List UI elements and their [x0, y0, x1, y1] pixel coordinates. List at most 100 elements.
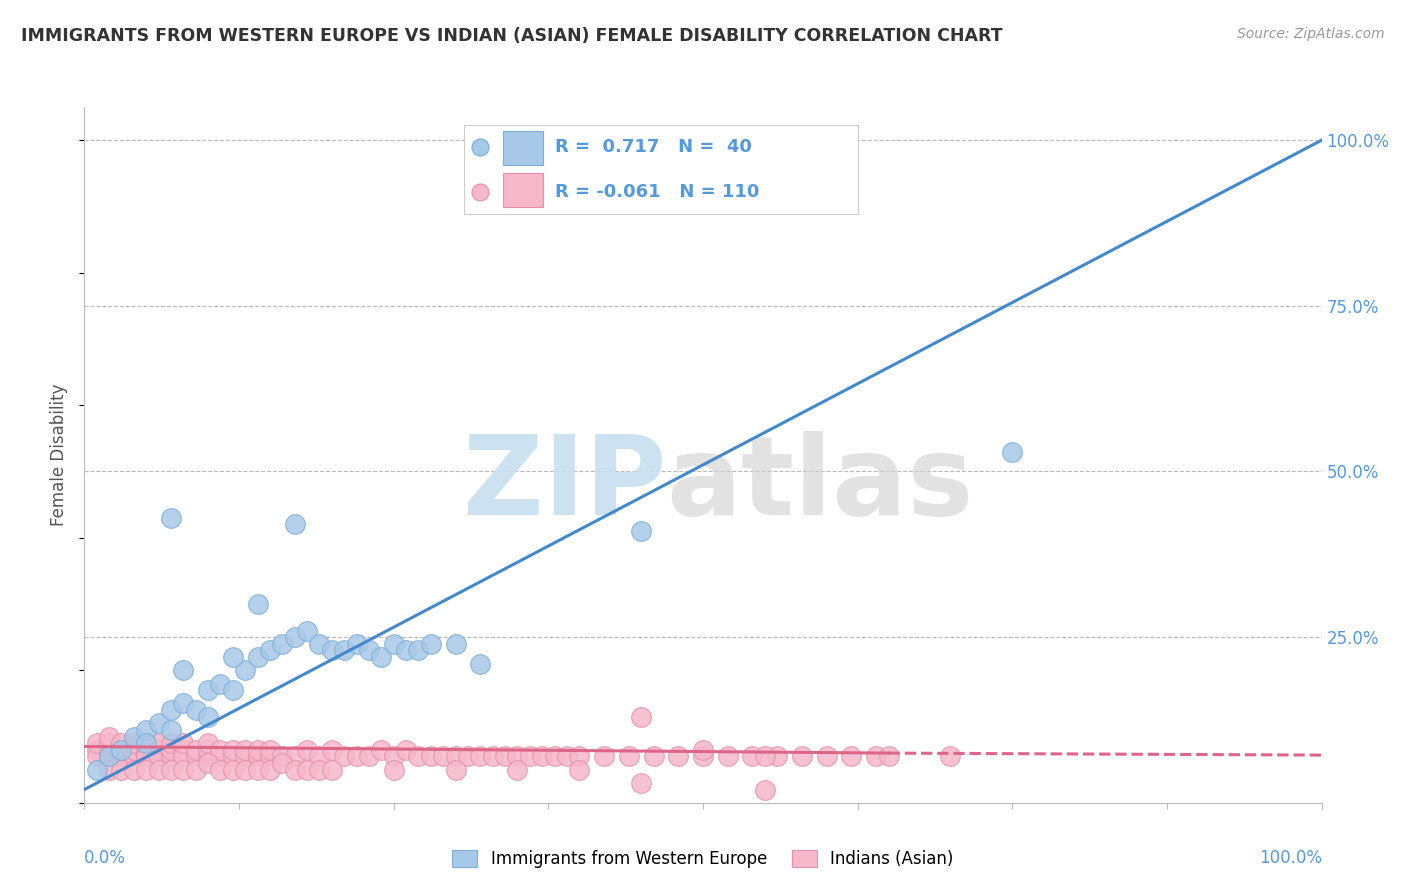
Point	[110, 743, 132, 757]
Point	[98, 763, 121, 777]
Point	[284, 749, 307, 764]
Point	[222, 743, 245, 757]
Point	[184, 703, 207, 717]
Point	[110, 743, 132, 757]
Point	[197, 756, 219, 770]
Point	[110, 736, 132, 750]
Point	[98, 730, 121, 744]
Point	[754, 782, 776, 797]
Point	[295, 743, 318, 757]
Point	[98, 749, 121, 764]
Point	[271, 749, 294, 764]
Point	[692, 743, 714, 757]
Point	[617, 749, 640, 764]
Point	[110, 749, 132, 764]
Point	[172, 743, 194, 757]
Point	[717, 749, 740, 764]
Point	[841, 749, 863, 764]
Point	[630, 524, 652, 538]
Text: R =  0.717   N =  40: R = 0.717 N = 40	[554, 138, 751, 156]
Point	[568, 749, 591, 764]
Point	[382, 763, 405, 777]
Point	[148, 736, 170, 750]
Point	[333, 749, 356, 764]
Point	[284, 763, 307, 777]
Point	[259, 763, 281, 777]
Point	[197, 709, 219, 723]
Point	[568, 763, 591, 777]
Point	[160, 723, 183, 737]
Point	[209, 676, 232, 690]
Point	[209, 749, 232, 764]
Point	[593, 749, 616, 764]
Point	[197, 749, 219, 764]
Point	[197, 736, 219, 750]
Point	[865, 749, 887, 764]
Point	[259, 643, 281, 657]
Point	[531, 749, 554, 764]
Text: 0.0%: 0.0%	[84, 849, 127, 867]
Point	[86, 743, 108, 757]
Point	[160, 749, 183, 764]
Point	[419, 637, 441, 651]
Point	[148, 743, 170, 757]
Point	[506, 763, 529, 777]
Point	[408, 749, 430, 764]
Legend: Immigrants from Western Europe, Indians (Asian): Immigrants from Western Europe, Indians …	[446, 843, 960, 875]
Point	[184, 743, 207, 757]
Point	[284, 630, 307, 644]
Point	[408, 643, 430, 657]
Y-axis label: Female Disability: Female Disability	[51, 384, 69, 526]
Text: R = -0.061   N = 110: R = -0.061 N = 110	[554, 183, 759, 201]
Point	[110, 749, 132, 764]
Point	[135, 763, 157, 777]
Point	[222, 650, 245, 665]
Point	[160, 703, 183, 717]
Point	[98, 736, 121, 750]
Point	[444, 749, 467, 764]
Point	[246, 749, 269, 764]
Point	[86, 736, 108, 750]
Point	[122, 763, 145, 777]
Point	[222, 749, 245, 764]
Point	[246, 743, 269, 757]
Point	[246, 763, 269, 777]
Point	[295, 624, 318, 638]
Point	[135, 749, 157, 764]
Point	[222, 683, 245, 698]
Point	[630, 776, 652, 790]
Point	[122, 730, 145, 744]
Point	[790, 749, 813, 764]
Point	[432, 749, 454, 764]
Point	[222, 763, 245, 777]
Point	[172, 736, 194, 750]
Point	[692, 749, 714, 764]
Point	[135, 736, 157, 750]
Point	[877, 749, 900, 764]
Point	[148, 749, 170, 764]
Point	[506, 749, 529, 764]
Point	[160, 736, 183, 750]
Point	[172, 697, 194, 711]
Point	[395, 743, 418, 757]
Point	[135, 749, 157, 764]
Point	[122, 743, 145, 757]
Point	[346, 637, 368, 651]
Point	[815, 749, 838, 764]
Point	[494, 749, 516, 764]
Point	[259, 743, 281, 757]
Point	[135, 743, 157, 757]
Text: Source: ZipAtlas.com: Source: ZipAtlas.com	[1237, 27, 1385, 41]
Point	[555, 749, 578, 764]
Point	[1001, 444, 1024, 458]
Point	[172, 763, 194, 777]
Text: IMMIGRANTS FROM WESTERN EUROPE VS INDIAN (ASIAN) FEMALE DISABILITY CORRELATION C: IMMIGRANTS FROM WESTERN EUROPE VS INDIAN…	[21, 27, 1002, 45]
Point	[766, 749, 789, 764]
Point	[543, 749, 565, 764]
Point	[630, 709, 652, 723]
Point	[444, 637, 467, 651]
Point	[333, 643, 356, 657]
Point	[172, 749, 194, 764]
Point	[741, 749, 763, 764]
Point	[370, 743, 392, 757]
